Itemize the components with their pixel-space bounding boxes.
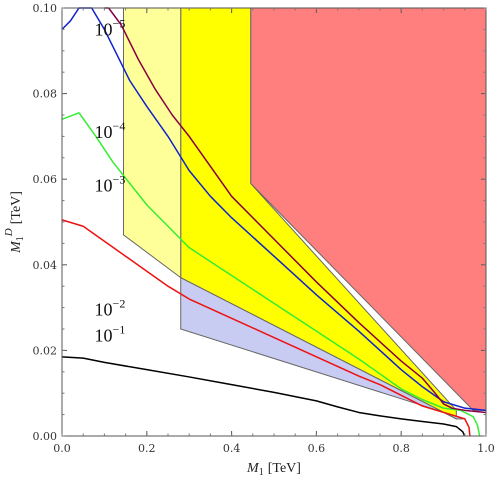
- label-1e-5: 10−5: [95, 16, 126, 39]
- y-tick-label: 0.04: [33, 259, 58, 272]
- y-tick-label: 0.10: [33, 2, 58, 15]
- series-layer: [61, 7, 487, 437]
- x-axis-label: M1 [TeV]: [246, 461, 301, 478]
- label-1e-4: 10−4: [95, 119, 126, 142]
- series-line-5: [104, 7, 487, 414]
- y-axis-label: M1D[TeV]: [3, 191, 26, 254]
- label-1e-1: 10−1: [95, 322, 126, 345]
- x-tick-label: 0.2: [138, 442, 156, 455]
- x-tick-label: 0.4: [223, 442, 241, 455]
- label-1e-2: 10−2: [95, 297, 126, 320]
- label-1e-3: 10−3: [95, 173, 126, 196]
- x-tick-label: 0.0: [53, 442, 71, 455]
- x-tick-label: 0.8: [392, 442, 410, 455]
- x-tick-label: 0.6: [308, 442, 326, 455]
- regions-layer: [122, 7, 487, 420]
- y-tick-label: 0.00: [33, 430, 58, 443]
- series-line-4: [61, 7, 487, 412]
- x-tick-label: 1.0: [477, 442, 495, 455]
- annotations-layer: 10−5 10−4 10−3 10−210−1: [95, 16, 126, 345]
- series-line-2: [61, 219, 471, 437]
- y-tick-label: 0.08: [33, 88, 58, 101]
- ticks-layer: 0.0 0.2 0.4 0.6 0.8 1.0 0.00 0.02 0.04 0.06 0.08 0.…: [33, 2, 495, 455]
- series-line-3: [61, 112, 481, 437]
- y-tick-label: 0.06: [33, 173, 58, 186]
- y-tick-label: 0.02: [33, 344, 58, 357]
- series-line-1: [61, 356, 466, 437]
